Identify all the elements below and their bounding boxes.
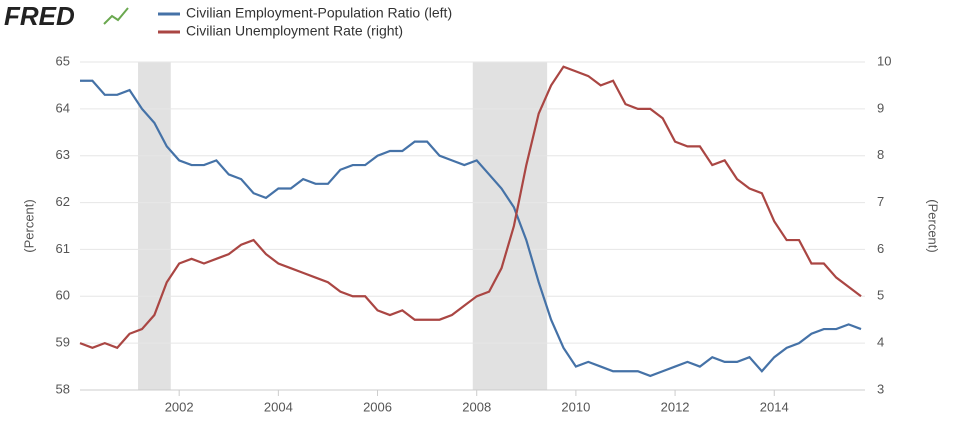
y2-tick-label: 9 bbox=[877, 100, 884, 115]
x-tick-label: 2014 bbox=[760, 399, 789, 414]
x-tick-label: 2002 bbox=[165, 399, 194, 414]
y-tick-label: 65 bbox=[56, 53, 70, 68]
y-axis-label: (Percent) bbox=[21, 199, 36, 252]
y2-tick-label: 4 bbox=[877, 335, 884, 350]
y2-tick-label: 7 bbox=[877, 194, 884, 209]
x-tick-label: 2006 bbox=[363, 399, 392, 414]
y2-tick-label: 5 bbox=[877, 288, 884, 303]
y-tick-label: 63 bbox=[56, 147, 70, 162]
x-tick-label: 2010 bbox=[561, 399, 590, 414]
y2-axis-label: (Percent) bbox=[926, 199, 941, 252]
y-tick-label: 61 bbox=[56, 241, 70, 256]
legend-label: Civilian Unemployment Rate (right) bbox=[186, 23, 403, 39]
logo-icon bbox=[103, 7, 129, 25]
recession-band bbox=[472, 62, 548, 390]
y-tick-label: 64 bbox=[56, 100, 70, 115]
y-tick-label: 58 bbox=[56, 381, 70, 396]
logo: FRED bbox=[4, 1, 75, 31]
recession-band bbox=[138, 62, 171, 390]
x-tick-label: 2004 bbox=[264, 399, 293, 414]
series-line bbox=[80, 79, 862, 378]
x-tick-label: 2008 bbox=[462, 399, 491, 414]
y2-tick-label: 3 bbox=[877, 381, 884, 396]
y2-tick-label: 6 bbox=[877, 241, 884, 256]
y-tick-label: 60 bbox=[56, 288, 70, 303]
legend-label: Civilian Employment-Population Ratio (le… bbox=[186, 5, 452, 21]
y2-tick-label: 8 bbox=[877, 147, 884, 162]
x-tick-label: 2012 bbox=[661, 399, 690, 414]
y-tick-label: 62 bbox=[56, 194, 70, 209]
y-tick-label: 59 bbox=[56, 335, 70, 350]
series-line bbox=[79, 65, 862, 350]
y2-tick-label: 10 bbox=[877, 53, 891, 68]
